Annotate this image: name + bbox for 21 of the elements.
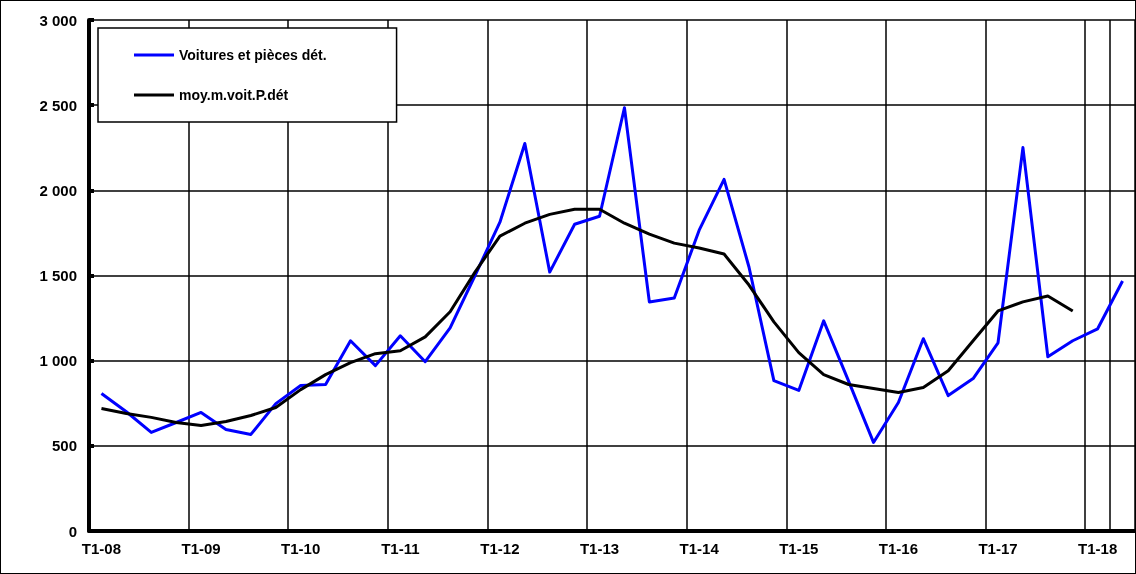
- y-tick-label: 1 000: [39, 352, 77, 370]
- y-tick-label: 500: [51, 437, 77, 455]
- x-tick-label: T1-13: [579, 540, 620, 557]
- x-tick-label: T1-08: [81, 540, 122, 557]
- x-tick-label: T1-18: [1078, 540, 1118, 557]
- legend-label: Voitures et pièces dét.: [179, 47, 327, 63]
- x-tick-label: T1-10: [281, 540, 321, 557]
- y-tick-label: 0: [68, 522, 77, 540]
- y-tick-label: 3 000: [39, 11, 77, 29]
- x-tick-label: T1-12: [480, 540, 520, 557]
- x-tick-label: T1-16: [878, 540, 918, 557]
- x-tick-label: T1-15: [779, 540, 819, 557]
- y-tick-label: 2 500: [39, 96, 77, 114]
- y-tick-label: 1 500: [39, 267, 77, 284]
- y-tick-label: 2 000: [39, 181, 77, 199]
- x-tick-label: T1-14: [679, 540, 720, 557]
- x-tick-label: T1-11: [381, 540, 420, 557]
- legend-label: moy.m.voit.P.dét: [179, 87, 289, 103]
- x-tick-label: T1-17: [978, 540, 1018, 557]
- x-tick-label: T1-09: [181, 540, 221, 557]
- line-series: [99, 106, 1125, 444]
